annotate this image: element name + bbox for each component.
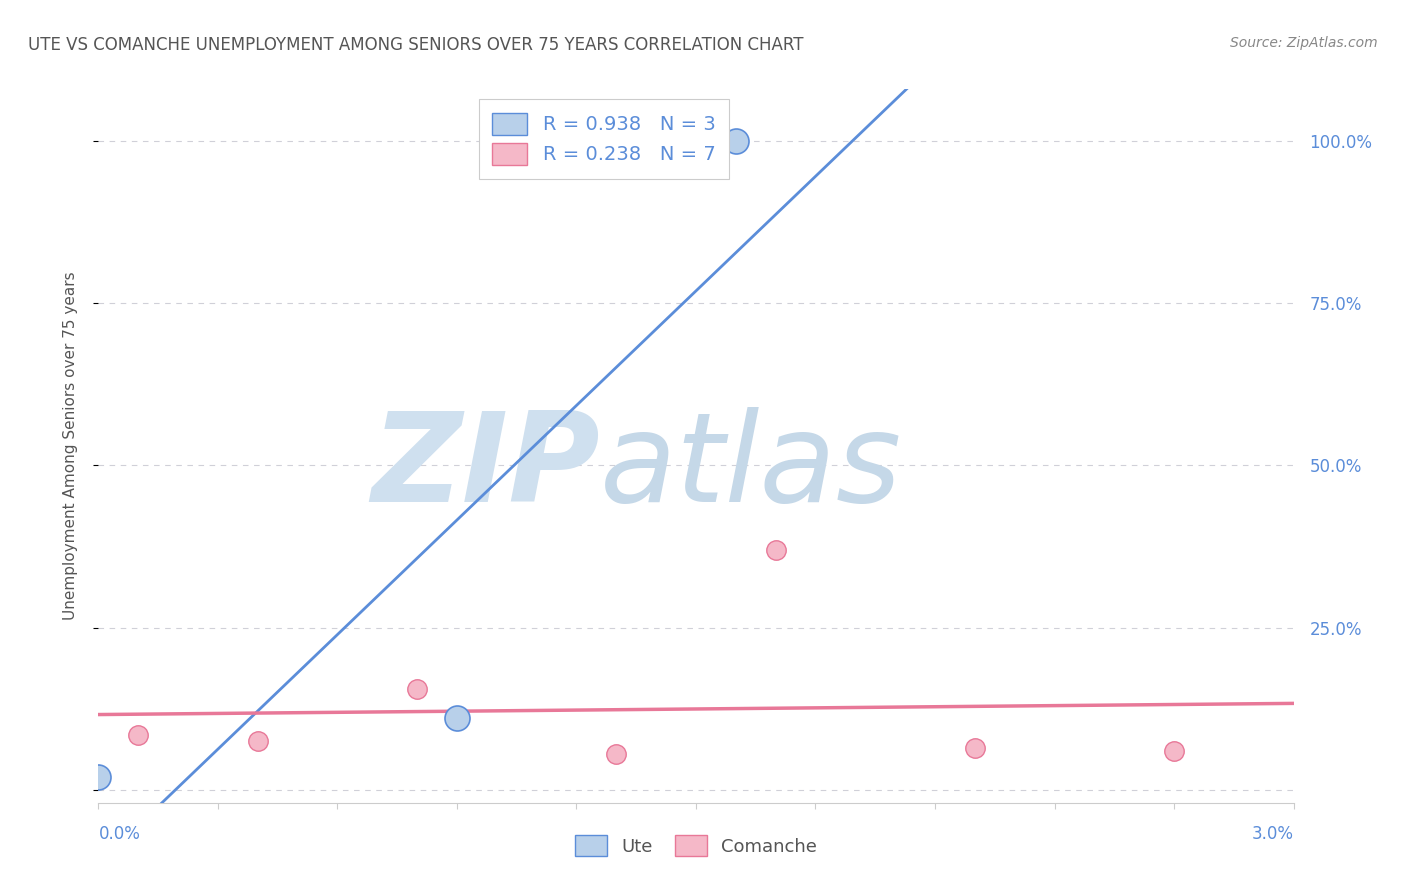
Text: UTE VS COMANCHE UNEMPLOYMENT AMONG SENIORS OVER 75 YEARS CORRELATION CHART: UTE VS COMANCHE UNEMPLOYMENT AMONG SENIO… xyxy=(28,36,804,54)
Text: 0.0%: 0.0% xyxy=(98,825,141,843)
Y-axis label: Unemployment Among Seniors over 75 years: Unemployment Among Seniors over 75 years xyxy=(63,272,77,620)
Text: Source: ZipAtlas.com: Source: ZipAtlas.com xyxy=(1230,36,1378,50)
Legend: Ute, Comanche: Ute, Comanche xyxy=(565,826,827,865)
Text: atlas: atlas xyxy=(600,407,903,528)
Text: ZIP: ZIP xyxy=(371,407,600,528)
Text: 3.0%: 3.0% xyxy=(1251,825,1294,843)
